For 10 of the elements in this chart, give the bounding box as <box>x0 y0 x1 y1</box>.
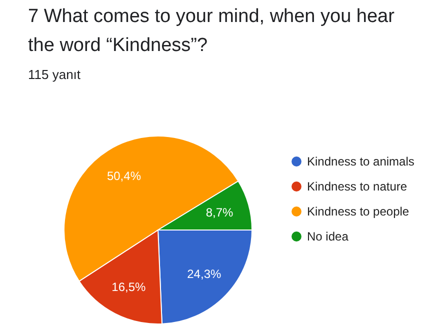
data-label: 24,3% <box>187 267 222 282</box>
legend-label: Kindness to people <box>307 204 410 218</box>
data-label: 16,5% <box>112 280 146 294</box>
legend-label: No idea <box>307 230 349 244</box>
chart-title: 7 What comes to your mind, when you hear the word “Kindness”? <box>28 6 396 56</box>
data-label: 8,7% <box>206 206 234 220</box>
legend-label: Kindness to nature <box>307 180 408 194</box>
data-label: 50,4% <box>106 168 142 183</box>
legend-label: Kindness to animals <box>307 154 414 168</box>
chart-subtitle: 115 yanıt <box>28 67 81 82</box>
